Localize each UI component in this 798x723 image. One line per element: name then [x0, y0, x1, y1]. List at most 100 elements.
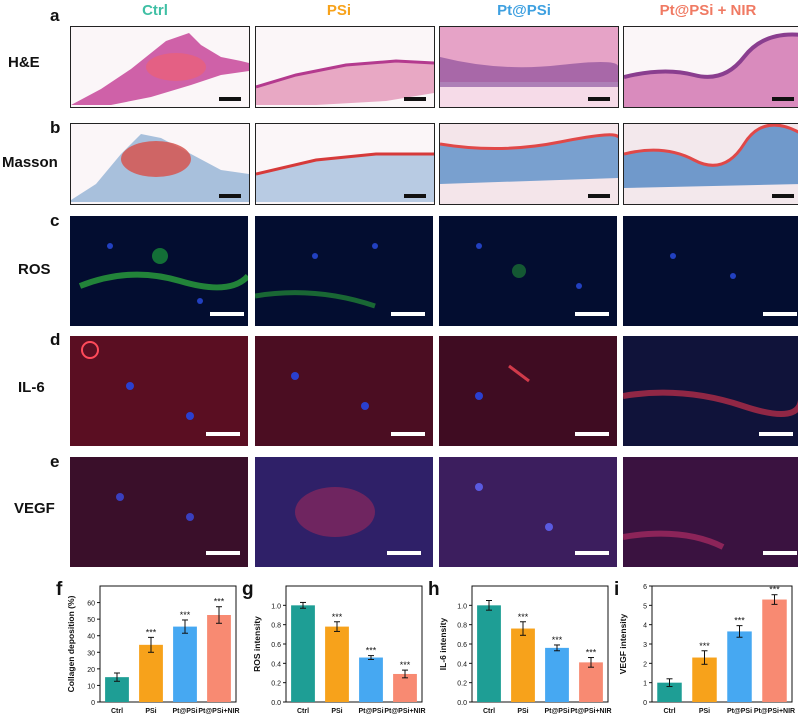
row-label-he: H&E [8, 54, 40, 71]
x-tick-label: Ctrl [483, 708, 495, 715]
header-ptpsi-nir: Pt@PSi + NIR [659, 2, 757, 19]
scale-bar [404, 97, 426, 101]
significance-label: *** [769, 585, 780, 595]
bar-pt-psi [359, 657, 383, 702]
scale-bar [404, 194, 426, 198]
y-tick-label: 6 [643, 584, 647, 591]
y-tick-label: 20 [87, 667, 95, 674]
row-label-masson: Masson [2, 154, 58, 171]
bar-pt-psi [545, 647, 569, 702]
bar-ctrl [291, 605, 315, 702]
he-image-ctrl [70, 26, 250, 108]
scale-bar [763, 312, 797, 316]
x-tick-label: Ctrl [111, 708, 123, 715]
masson-image-ptpsi-nir [623, 123, 798, 205]
bar-ctrl [477, 605, 501, 702]
scale-bar [588, 97, 610, 101]
y-tick-label: 10 [87, 683, 95, 690]
y-tick-label: 3 [643, 642, 647, 649]
significance-label: *** [734, 616, 745, 626]
significance-label: *** [586, 648, 597, 658]
header-ctrl: Ctrl [142, 2, 168, 19]
y-tick-label: 0.8 [457, 623, 467, 630]
panel-letter-f: f [56, 579, 63, 600]
scale-bar [759, 432, 793, 436]
x-tick-label: Ctrl [297, 708, 309, 715]
scale-bar [772, 194, 794, 198]
header-ptpsi: Pt@PSi [497, 2, 551, 19]
il6-image-ctrl [70, 336, 248, 446]
he-image-psi [255, 26, 435, 108]
x-tick-label: PSi [331, 708, 342, 715]
he-image-ptpsi [439, 26, 619, 108]
panel-letter-a: a [50, 6, 60, 25]
bar-ctrl [657, 682, 682, 702]
scale-bar [575, 551, 609, 555]
x-tick-label: Pt@PSi [358, 708, 383, 715]
bar-psi [139, 644, 163, 702]
y-tick-label: 30 [87, 650, 95, 657]
chart-ros: 0.0 0.2 0.4 0.6 0.8 1.0 ROS intensity Ctrl *** PS… [252, 585, 426, 715]
header-psi: PSi [326, 2, 352, 19]
x-tick-label: PSi [145, 708, 156, 715]
scale-bar [219, 194, 241, 198]
bar-psi [511, 628, 535, 702]
x-tick-label: Ctrl [663, 708, 675, 715]
x-tick-label: Pt@PSi+NIR [754, 708, 795, 715]
ros-image-ptpsi [439, 216, 617, 326]
bar-pt-psi-nir [579, 662, 603, 702]
y-tick-label: 0.2 [457, 681, 467, 688]
panel-letter-g: g [242, 579, 254, 600]
panel-letter-h: h [428, 579, 440, 600]
ros-image-ctrl [70, 216, 248, 326]
significance-label: *** [214, 597, 225, 607]
scale-bar [772, 97, 794, 101]
scale-bar [219, 97, 241, 101]
masson-image-ctrl [70, 123, 250, 205]
bar-pt-psi-nir [762, 599, 787, 702]
y-tick-label: 0 [91, 700, 95, 707]
y-tick-label: 60 [87, 601, 95, 608]
y-tick-label: 50 [87, 617, 95, 624]
panel-letter-e: e [50, 452, 60, 471]
vegf-image-ctrl [70, 457, 248, 567]
y-tick-label: 0.2 [271, 681, 281, 688]
panel-letter-i: i [614, 579, 620, 600]
x-tick-label: Pt@PSi [172, 708, 197, 715]
panel-letter-d: d [50, 330, 61, 349]
bar-psi [325, 626, 349, 702]
scale-bar [763, 551, 797, 555]
y-tick-label: 0.8 [271, 623, 281, 630]
y-tick-label: 1 [643, 681, 647, 688]
y-tick-label: 1.0 [271, 603, 281, 610]
x-tick-label: PSi [699, 708, 710, 715]
ros-image-ptpsi-nir [623, 216, 798, 326]
y-axis-label: VEGF intensity [618, 614, 628, 675]
significance-label: *** [366, 646, 377, 656]
y-tick-label: 40 [87, 634, 95, 641]
il6-image-ptpsi [439, 336, 617, 446]
chart-il6: 0.0 0.2 0.4 0.6 0.8 1.0 IL-6 intensity Ctrl *** P… [438, 585, 612, 715]
significance-label: *** [332, 612, 343, 622]
chart-vegf: 0 1 2 3 4 5 6 VEGF intensity Ctrl *** PSi *** Pt@PSi… [618, 584, 795, 715]
row-label-ros: ROS [18, 261, 51, 278]
x-tick-label: Pt@PSi [544, 708, 569, 715]
scale-bar [575, 432, 609, 436]
y-tick-label: 4 [643, 623, 647, 630]
y-tick-label: 0.0 [271, 700, 281, 707]
x-tick-label: Pt@PSi+NIR [384, 708, 425, 715]
masson-image-ptpsi [439, 123, 619, 205]
scale-bar [588, 194, 610, 198]
scale-bar [206, 551, 240, 555]
significance-label: *** [699, 641, 710, 651]
x-tick-label: Pt@PSi [727, 708, 752, 715]
scale-bar [210, 312, 244, 316]
row-label-il6: IL-6 [18, 379, 45, 396]
vegf-image-psi [255, 457, 433, 567]
scale-bar [391, 432, 425, 436]
he-image-ptpsi-nir [623, 26, 798, 108]
vegf-image-ptpsi [439, 457, 617, 567]
panel-letter-b: b [50, 118, 61, 137]
significance-label: *** [146, 627, 157, 637]
bar-pt-psi [727, 631, 752, 702]
